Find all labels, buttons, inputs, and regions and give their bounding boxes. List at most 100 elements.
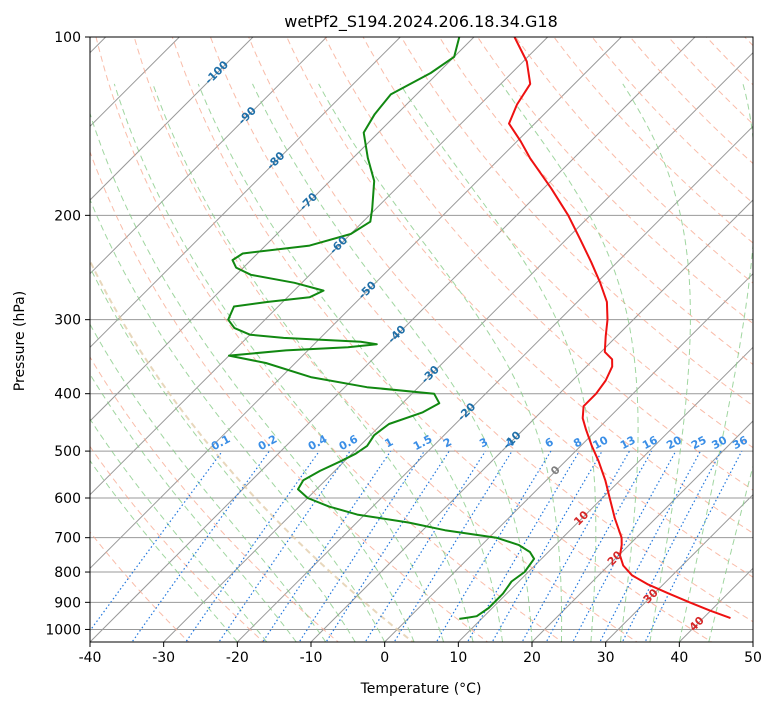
temperature-profile: [508, 37, 731, 620]
mixing-ratio-line-5: [298, 450, 425, 642]
moist-adiabat: [501, 83, 639, 642]
isotherm-50: [752, 641, 753, 642]
dry-adiabat: [515, 37, 753, 284]
mixing-ratio-label: 2: [441, 435, 454, 450]
mixing-ratio-line-1: [131, 450, 270, 642]
x-tick-label: 50: [744, 650, 762, 666]
isotherm--100: [90, 37, 254, 201]
moist-adiabat: [318, 83, 563, 642]
y-tick-label: 1000: [45, 622, 81, 638]
isotherm--30: [163, 51, 753, 642]
moist-adiabat: [678, 83, 753, 642]
x-tick-label: 0: [380, 650, 389, 666]
plot-frame: [89, 36, 754, 643]
mixing-ratio-line-17: [644, 450, 743, 642]
isotherm--80: [90, 37, 401, 349]
axis-ticks: -40 -30 -20 -10 0 10 20 30 40 5010020030040050060…: [45, 30, 762, 666]
mixing-ratio-label: 1: [383, 435, 396, 450]
dry-adiabat: [95, 37, 564, 642]
y-tick-label: 200: [54, 208, 81, 224]
moist-adiabat: [113, 83, 445, 642]
isotherm--40: [90, 37, 696, 642]
isotherm--10: [310, 199, 753, 642]
isotherm-0: [384, 272, 753, 642]
y-tick-label: 900: [54, 595, 81, 611]
mixing-ratio-label: 0.1: [209, 432, 232, 453]
mixing-ratio-line-14: [572, 450, 677, 642]
isotherm-30: [605, 493, 753, 642]
mixing-ratio-label: 10: [591, 433, 611, 452]
mixing-ratio-label: 1.5: [411, 432, 434, 453]
profile-lines: [227, 37, 731, 620]
chart-title: wetPf2_S194.2024.206.18.34.G18: [284, 12, 558, 32]
mixing-ratio-label: 30: [710, 433, 730, 452]
mixing-ratio-line-15: [599, 450, 702, 642]
dry-adiabat: [770, 24, 775, 645]
dry-adiabat: [591, 37, 753, 204]
mixing-ratio-label: 36: [730, 433, 750, 452]
x-tick-label: -40: [79, 650, 102, 666]
mixing-ratio-line-3: [218, 450, 351, 642]
dry-adiabat: [133, 37, 638, 642]
y-tick-label: 100: [54, 30, 81, 46]
isotherm-20: [531, 420, 753, 642]
dry-adiabat: [209, 37, 753, 623]
moist-adiabat: [622, 83, 691, 642]
dry-adiabat: [90, 258, 415, 642]
moist-adiabat: [90, 266, 356, 642]
y-tick-label: 300: [54, 313, 81, 329]
x-tick-label: 10: [449, 650, 467, 666]
dry-adiabat: [362, 37, 753, 449]
dry-adiabat: [629, 37, 753, 165]
isotherm-label: -60: [327, 233, 350, 256]
y-tick-label: 400: [54, 387, 81, 403]
isotherm-label: 10: [571, 508, 591, 528]
y-tick-label: 500: [54, 444, 81, 460]
isotherm--60: [90, 37, 549, 496]
mixing-ratio-line-2: [185, 450, 320, 642]
y-tick-label: 600: [54, 491, 81, 507]
isotherm-40: [678, 567, 753, 642]
y-axis-title: Pressure (hPa): [12, 291, 28, 391]
moist-adiabat: [399, 83, 597, 642]
mixing-ratio-label: 0.2: [256, 432, 279, 453]
mixing-ratio-label: 0.4: [306, 432, 330, 453]
dry-adiabat: [90, 150, 489, 642]
x-tick-label: 40: [670, 650, 688, 666]
moist-adiabat: [252, 83, 533, 642]
mixing-ratio-label: 6: [543, 435, 556, 450]
y-tick-label: 800: [54, 565, 81, 581]
mixing-ratio-label: 0.6: [337, 432, 361, 453]
isotherm-label: -80: [264, 149, 287, 172]
moist-adiabat: [708, 464, 753, 642]
mixing-ratio-line-8: [393, 450, 513, 642]
moist-adiabat: [90, 373, 297, 642]
isotherm-label: 40: [687, 614, 707, 634]
isotherm-label: -20: [455, 400, 478, 423]
moist-adiabat: [90, 418, 268, 642]
dry-adiabat: [90, 356, 340, 642]
isotherm-label: -50: [356, 278, 379, 301]
moist-adiabat: [90, 459, 238, 642]
moist-adiabat: [152, 83, 474, 642]
moist-adiabat: [90, 323, 327, 642]
dry-adiabat: [400, 37, 753, 407]
mixing-ratio-label: 16: [640, 433, 660, 452]
mixing-ratio-line-4: [262, 450, 392, 642]
moist-adiabat: [90, 198, 386, 642]
x-axis-title: Temperature (°C): [360, 681, 482, 697]
dry-adiabat: [744, 37, 753, 47]
moist-adiabat: [90, 111, 415, 642]
isotherm--70: [90, 37, 475, 422]
dry-adiabat: [90, 445, 265, 642]
y-tick-label: 700: [54, 531, 81, 547]
mixing-ratio-label: 25: [689, 433, 709, 452]
mixing-ratio-line-16: [621, 450, 722, 642]
isotherm--20: [236, 125, 753, 642]
background-lines: [90, 24, 775, 645]
x-tick-label: -10: [300, 650, 323, 666]
mixing-ratio-label: 20: [664, 433, 684, 452]
mixing-ratio-line-7: [364, 450, 486, 642]
isotherm-10: [457, 346, 753, 642]
